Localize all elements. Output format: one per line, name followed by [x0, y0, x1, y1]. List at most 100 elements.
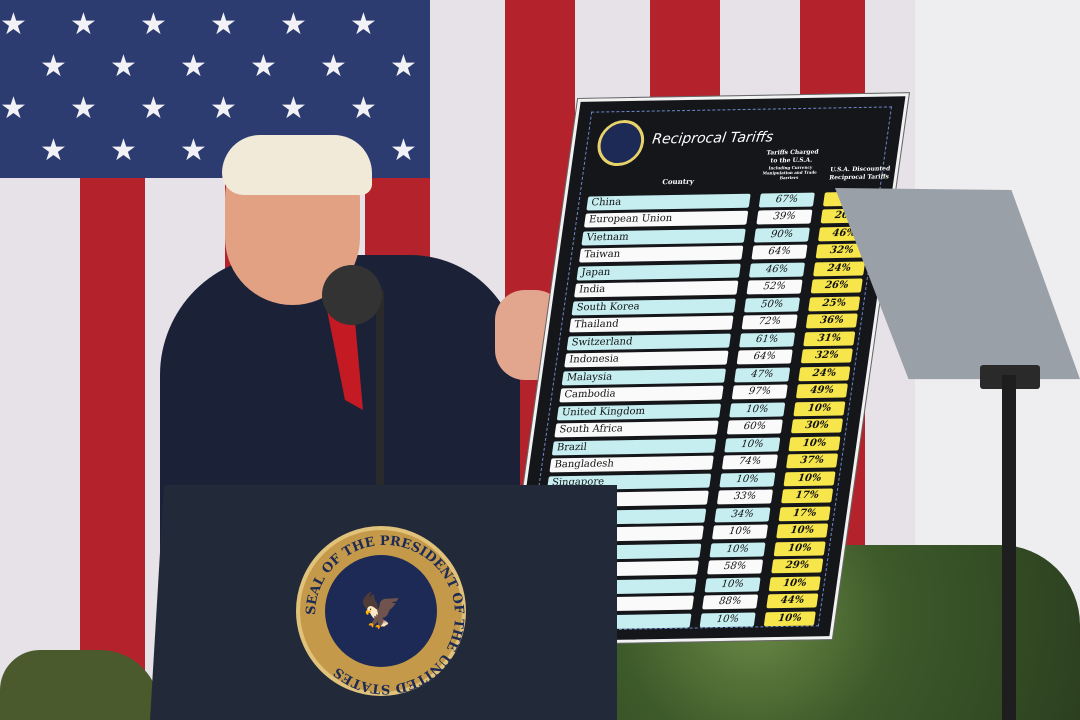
country-cell: United Kingdom [556, 403, 722, 421]
charged-cell: 64% [736, 349, 793, 365]
discounted-cell: 24% [798, 366, 851, 382]
charged-cell: 10% [711, 524, 769, 540]
flag-star-icon: ★ [180, 49, 207, 84]
discounted-cell: 36% [805, 313, 858, 329]
flag-star-icon: ★ [390, 49, 417, 84]
country-cell: South Korea [571, 298, 736, 316]
discounted-cell: 10% [776, 523, 829, 539]
flag-star-icon: ★ [280, 91, 307, 126]
charged-cell: 10% [724, 437, 781, 453]
teleprompter-stand [1002, 375, 1016, 720]
discounted-cell: 17% [781, 488, 834, 504]
flag-star-icon: ★ [210, 91, 237, 126]
charged-cell: 60% [726, 419, 783, 435]
flag-star-icon: ★ [40, 49, 67, 84]
discounted-cell: 31% [803, 331, 856, 347]
flag-star-icon: ★ [40, 133, 67, 168]
charged-cell: 33% [716, 489, 773, 505]
charged-cell: 47% [734, 367, 791, 383]
column-header-discounted: U.S.A. Discounted Reciprocal Tariffs [828, 165, 891, 182]
speaker-hair [222, 135, 372, 195]
country-cell: Vietnam [581, 228, 746, 246]
discounted-cell: 17% [778, 506, 831, 522]
charged-cell: 61% [739, 332, 796, 348]
charged-cell: 34% [714, 507, 771, 523]
country-cell: Taiwan [578, 245, 744, 263]
country-cell: Bangladesh [549, 455, 714, 473]
charged-cell: 39% [756, 209, 813, 225]
charged-cell: 10% [699, 612, 756, 628]
country-cell: South Africa [554, 420, 719, 438]
bush [0, 650, 160, 720]
flag-star-icon: ★ [70, 7, 97, 42]
flag-star-icon: ★ [0, 91, 27, 126]
discounted-cell: 10% [788, 436, 841, 452]
flag-star-icon: ★ [70, 91, 97, 126]
country-cell: Malaysia [561, 368, 727, 386]
flag-star-icon: ★ [390, 133, 417, 168]
charged-cell: 52% [746, 279, 803, 295]
flag-star-icon: ★ [0, 7, 27, 42]
country-cell: Indonesia [564, 350, 729, 368]
charged-cell: 10% [729, 402, 786, 418]
discounted-cell: 44% [766, 593, 819, 609]
country-cell: Cambodia [559, 385, 724, 403]
charged-cell: 88% [702, 594, 759, 610]
discounted-cell: 26% [810, 278, 863, 294]
discounted-cell: 10% [793, 401, 846, 417]
charged-cell: 10% [709, 542, 766, 558]
microphone-icon [322, 265, 382, 325]
discounted-cell: 10% [773, 541, 826, 557]
presidential-seal: SEAL OF THE PRESIDENT OF THE UNITED STAT… [296, 526, 466, 696]
charged-cell: 10% [719, 472, 776, 488]
column-header-country: Country [661, 176, 695, 187]
charged-cell: 74% [721, 454, 778, 470]
flag-star-icon: ★ [180, 133, 207, 168]
charged-cell: 97% [731, 384, 788, 400]
country-cell: Switzerland [566, 333, 732, 351]
country-cell: Brazil [551, 438, 717, 456]
seal-text: SEAL OF THE PRESIDENT OF THE UNITED STAT… [304, 534, 466, 696]
eagle-icon: 🦅 [325, 555, 437, 667]
discounted-cell: 30% [790, 418, 844, 434]
country-cell: European Union [583, 210, 749, 228]
flag-star-icon: ★ [110, 49, 137, 84]
presidential-seal-icon [594, 119, 648, 167]
charged-cell: 90% [753, 227, 810, 243]
country-cell: India [574, 280, 739, 298]
discounted-cell: 37% [785, 453, 839, 469]
microphone-stand [376, 290, 384, 490]
board-title: Reciprocal Tariffs [651, 129, 775, 148]
country-cell: Japan [576, 263, 741, 281]
charged-cell: 67% [758, 192, 815, 208]
seal-ring-text: SEAL OF THE PRESIDENT OF THE UNITED STAT… [304, 534, 466, 696]
discounted-cell: 49% [795, 383, 848, 399]
charged-cell: 10% [704, 577, 761, 593]
discounted-cell: 24% [813, 261, 866, 277]
discounted-cell: 25% [808, 296, 861, 312]
charged-cell: 64% [751, 244, 808, 260]
flag-star-icon: ★ [210, 7, 237, 42]
discounted-cell: 29% [771, 558, 824, 574]
discounted-cell: 10% [763, 611, 816, 627]
svg-text:SEAL OF THE PRESIDENT OF THE U: SEAL OF THE PRESIDENT OF THE UNITED STAT… [304, 534, 466, 696]
charged-header-text: Tariffs Charged to the U.S.A. [765, 148, 820, 165]
charged-cell: 46% [748, 262, 806, 278]
flag-star-icon: ★ [250, 49, 277, 84]
flag-star-icon: ★ [140, 7, 167, 42]
country-cell: China [586, 193, 751, 211]
charged-cell: 72% [741, 314, 798, 330]
discounted-cell: 32% [800, 348, 853, 364]
column-header-charged: Tariffs Charged to the U.S.A. Including … [759, 149, 824, 181]
discounted-cell: 10% [768, 576, 821, 592]
flag-star-icon: ★ [110, 133, 137, 168]
discounted-cell: 10% [783, 471, 836, 487]
flag-star-icon: ★ [350, 91, 377, 126]
charged-header-note: Including Currency Manipulation and Trad… [762, 164, 818, 181]
country-cell: Thailand [569, 315, 734, 333]
flag-star-icon: ★ [320, 49, 347, 84]
charged-cell: 50% [744, 297, 801, 313]
flag-star-icon: ★ [140, 91, 167, 126]
flag-star-icon: ★ [350, 7, 377, 42]
flag-star-icon: ★ [280, 7, 307, 42]
